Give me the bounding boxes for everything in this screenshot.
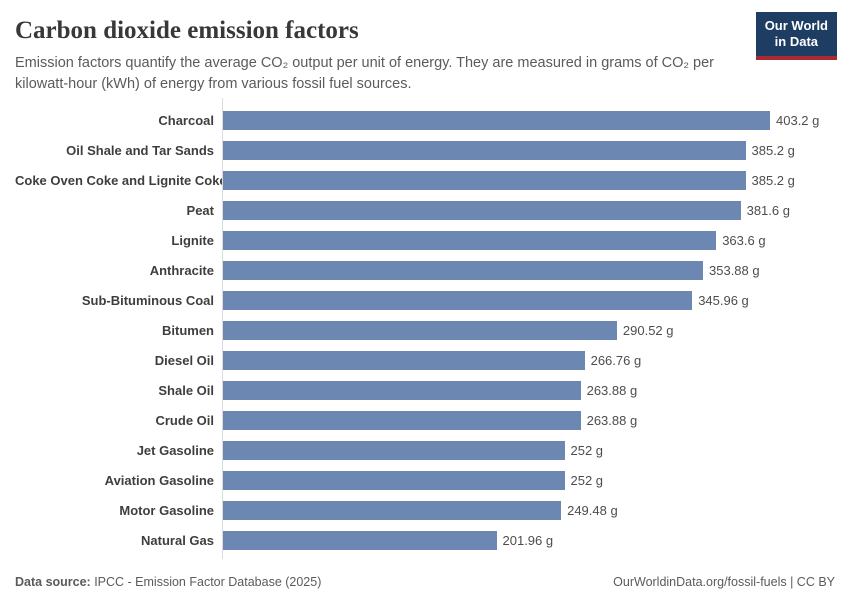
- bar-track: 385.2 g: [222, 165, 835, 195]
- bar-track: 252 g: [222, 435, 835, 465]
- bar-track: 252 g: [222, 465, 835, 495]
- page-title: Carbon dioxide emission factors: [15, 17, 359, 44]
- value-label: 385.2 g: [751, 142, 795, 158]
- bar-track: 263.88 g: [222, 405, 835, 435]
- subtitle-line-1: Emission factors quantify the average CO…: [15, 55, 715, 71]
- category-label: Shale Oil: [158, 382, 214, 398]
- bar[interactable]: [222, 170, 746, 190]
- bar[interactable]: [222, 350, 585, 370]
- value-label: 353.88 g: [709, 262, 760, 278]
- bar-track: 290.52 g: [222, 315, 835, 345]
- footer-link[interactable]: OurWorldinData.org/fossil-fuels | CC BY: [613, 575, 835, 589]
- value-label: 403.2 g: [776, 112, 820, 128]
- subtitle-line-2: kilowatt-hour (kWh) of energy from vario…: [15, 76, 412, 93]
- bar[interactable]: [222, 230, 717, 250]
- bar-row: Diesel Oil 266.76 g: [15, 345, 835, 375]
- bar-track: 403.2 g: [222, 105, 835, 135]
- bar[interactable]: [222, 110, 770, 130]
- bar[interactable]: [222, 260, 703, 280]
- bar-row: Sub-Bituminous Coal 345.96 g: [15, 285, 835, 315]
- bar[interactable]: [222, 320, 617, 340]
- bar[interactable]: [222, 140, 746, 160]
- chart-footer: Data source: IPCC - Emission Factor Data…: [15, 575, 835, 589]
- bar-track: 263.88 g: [222, 375, 835, 405]
- value-label: 263.88 g: [586, 382, 638, 398]
- bar[interactable]: [222, 200, 741, 220]
- bar-track: 363.6 g: [222, 225, 835, 255]
- value-label: 381.6 g: [746, 202, 790, 218]
- bar-row: Motor Gasoline 249.48 g: [15, 495, 835, 525]
- category-label: Coke Oven Coke and Lignite Coke: [15, 172, 222, 188]
- data-source: Data source: IPCC - Emission Factor Data…: [15, 575, 321, 589]
- bar-row: Coke Oven Coke and Lignite Coke 385.2 g: [15, 165, 835, 195]
- data-source-text: IPCC - Emission Factor Database (2025): [90, 575, 322, 589]
- value-label: 252 g: [570, 442, 604, 458]
- bar-track: 385.2 g: [222, 135, 835, 165]
- bar[interactable]: [222, 500, 562, 520]
- bar-row: Bitumen 290.52 g: [15, 315, 835, 345]
- chart-subtitle: Emission factors quantify the average CO…: [15, 53, 835, 95]
- bar-row: Jet Gasoline 252 g: [15, 435, 835, 465]
- bar-track: 381.6 g: [222, 195, 835, 225]
- bar[interactable]: [222, 410, 581, 430]
- bar-row: Peat 381.6 g: [15, 195, 835, 225]
- value-label: 345.96 g: [698, 292, 749, 308]
- value-label: 201.96 g: [502, 532, 554, 548]
- bar-row: Crude Oil 263.88 g: [15, 405, 835, 435]
- category-label: Lignite: [171, 232, 214, 248]
- bar-row: Anthracite 353.88 g: [15, 255, 835, 285]
- bar[interactable]: [222, 380, 581, 400]
- category-label: Oil Shale and Tar Sands: [66, 142, 214, 158]
- data-source-label: Data source:: [15, 575, 91, 589]
- category-label: Natural Gas: [141, 532, 214, 548]
- bar-row: Oil Shale and Tar Sands 385.2 g: [15, 135, 835, 165]
- bar-track: 353.88 g: [222, 255, 835, 285]
- category-label: Sub-Bituminous Coal: [81, 292, 214, 308]
- bar-row: Lignite 363.6 g: [15, 225, 835, 255]
- bar-row: Natural Gas 201.96 g: [15, 525, 835, 555]
- value-label: 263.88 g: [586, 412, 638, 428]
- category-label: Peat: [186, 202, 214, 218]
- bar-chart: Charcoal 403.2 g Oil Shale and Tar Sands…: [15, 98, 835, 560]
- value-label: 363.6 g: [722, 232, 766, 248]
- bar-row: Aviation Gasoline 252 g: [15, 465, 835, 495]
- category-label: Jet Gasoline: [136, 442, 214, 458]
- category-label: Bitumen: [162, 322, 214, 338]
- category-label: Diesel Oil: [154, 352, 214, 368]
- category-label: Crude Oil: [155, 412, 214, 428]
- bar[interactable]: [222, 440, 565, 460]
- owid-logo-line-1: Our World: [764, 18, 828, 33]
- category-label: Motor Gasoline: [119, 502, 214, 518]
- owid-logo[interactable]: Our World in Data: [755, 12, 837, 60]
- value-label: 290.52 g: [622, 322, 674, 338]
- bar-row: Shale Oil 263.88 g: [15, 375, 835, 405]
- bar-track: 345.96 g: [222, 285, 835, 315]
- chart-rows: Charcoal 403.2 g Oil Shale and Tar Sands…: [15, 105, 835, 555]
- y-axis-line: [222, 98, 223, 560]
- value-label: 385.2 g: [751, 172, 795, 188]
- category-label: Charcoal: [158, 112, 214, 128]
- chart-header: Carbon dioxide emission factors Emission…: [0, 0, 850, 95]
- bar-track: 201.96 g: [222, 525, 835, 555]
- value-label: 266.76 g: [590, 352, 642, 368]
- bar-track: 249.48 g: [222, 495, 835, 525]
- value-label: 249.48 g: [567, 502, 618, 518]
- bar-row: Charcoal 403.2 g: [15, 105, 835, 135]
- bar[interactable]: [222, 470, 565, 490]
- bar[interactable]: [222, 530, 497, 550]
- bar-track: 266.76 g: [222, 345, 835, 375]
- value-label: 252 g: [570, 472, 604, 488]
- category-label: Aviation Gasoline: [104, 472, 214, 488]
- bar[interactable]: [222, 290, 693, 310]
- category-label: Anthracite: [149, 262, 214, 278]
- owid-logo-line-2: in Data: [774, 34, 819, 50]
